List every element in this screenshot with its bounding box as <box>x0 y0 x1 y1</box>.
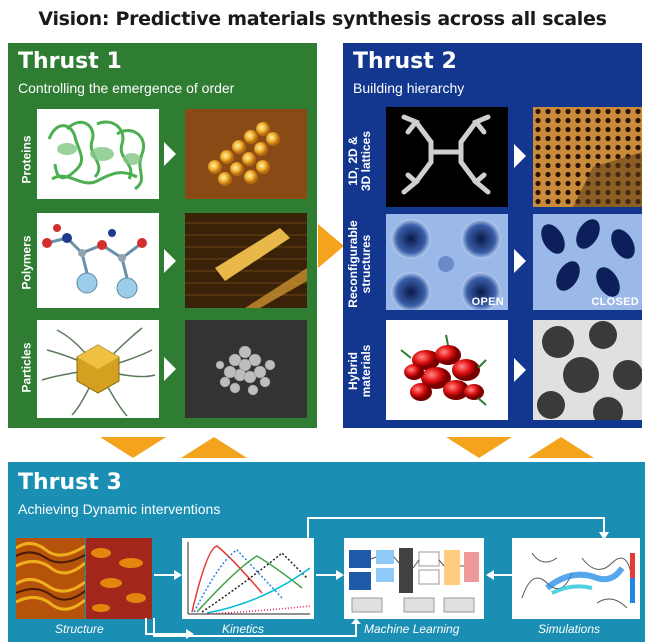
protein-lattice-image <box>185 109 307 199</box>
thrust2-panel: Thrust 2 Building hierarchy 1D, 2D & 3D … <box>343 43 642 428</box>
feedback-loop-arrow <box>307 517 609 540</box>
arrow-right-icon <box>154 570 182 580</box>
structure-image-2 <box>86 538 152 619</box>
thrust1-title: Thrust 1 <box>18 49 122 74</box>
stage-label-machine-learning: Machine Learning <box>364 622 460 636</box>
chevron-right-icon <box>514 358 526 382</box>
arrow-down-icon <box>446 437 512 458</box>
chevron-right-icon <box>164 142 176 166</box>
hybrid-tem-image <box>533 320 642 420</box>
structure-image-1 <box>16 538 85 619</box>
row-label-reconfigurable-line1: Reconfigurable <box>346 220 360 308</box>
lattice-structure-image <box>386 107 508 207</box>
open-structure-image: OPEN <box>386 214 508 310</box>
row-label-particles: Particles <box>19 342 34 393</box>
arrow-left-icon <box>486 570 512 580</box>
row-label-lattices-line1: 1D, 2D & <box>346 136 360 186</box>
stage-label-simulations: Simulations <box>538 622 601 636</box>
row-label-lattices-line2: 3D lattices <box>359 130 373 192</box>
thrust1-subtitle: Controlling the emergence of order <box>18 80 235 96</box>
connector-arrows <box>100 437 594 458</box>
thrust1-panel: Thrust 1 Controlling the emergence of or… <box>8 43 317 428</box>
thrust3-panel: Thrust 3 Achieving Dynamic interventions <box>8 462 645 642</box>
open-label: OPEN <box>471 296 504 308</box>
row-label-hybrid-line1: Hybrid <box>346 352 360 391</box>
kinetics-plot <box>182 538 314 619</box>
row-label-lattices: 1D, 2D & 3D lattices <box>346 111 373 211</box>
particle-structure-image <box>37 320 159 418</box>
row-label-hybrid-line2: materials <box>359 344 373 398</box>
hybrid-structure-image <box>386 320 508 420</box>
chevron-right-icon <box>164 249 176 273</box>
thrust3-title: Thrust 3 <box>18 470 122 495</box>
chevron-right-icon <box>514 144 526 168</box>
stage-label-structure: Structure <box>55 622 104 636</box>
row-label-reconfigurable-line2: structures <box>359 234 373 294</box>
thrust3-subtitle: Achieving Dynamic interventions <box>18 501 221 517</box>
chevron-right-icon <box>514 249 526 273</box>
arrow-right-icon <box>316 570 344 580</box>
arrow-up-icon <box>528 437 594 458</box>
polymer-structure-image <box>37 213 159 308</box>
closed-label: CLOSED <box>591 296 639 308</box>
particle-sem-image <box>185 320 307 418</box>
arrow-up-icon <box>181 437 247 458</box>
row-label-reconfigurable: Reconfigurable structures <box>346 214 373 314</box>
polymer-afm-image <box>185 213 307 308</box>
arrow-down-icon <box>100 437 166 458</box>
arrow-right-icon <box>318 224 344 268</box>
chevron-right-icon <box>164 357 176 381</box>
stage-label-kinetics: Kinetics <box>222 622 265 636</box>
vision-title: Vision: Predictive materials synthesis a… <box>38 8 607 30</box>
row-label-proteins: Proteins <box>19 135 34 184</box>
lattice-tem-image <box>533 107 642 207</box>
bottom-feedback-arrows <box>145 618 361 639</box>
row-label-hybrid: Hybrid materials <box>346 321 373 421</box>
thrust2-subtitle: Building hierarchy <box>353 80 465 96</box>
thrust2-title: Thrust 2 <box>353 49 457 74</box>
row-label-polymers: Polymers <box>19 235 34 290</box>
closed-structure-image: CLOSED <box>533 214 642 310</box>
machine-learning-diagram <box>344 538 484 619</box>
protein-structure-image <box>37 109 159 199</box>
simulations-image <box>512 538 640 619</box>
